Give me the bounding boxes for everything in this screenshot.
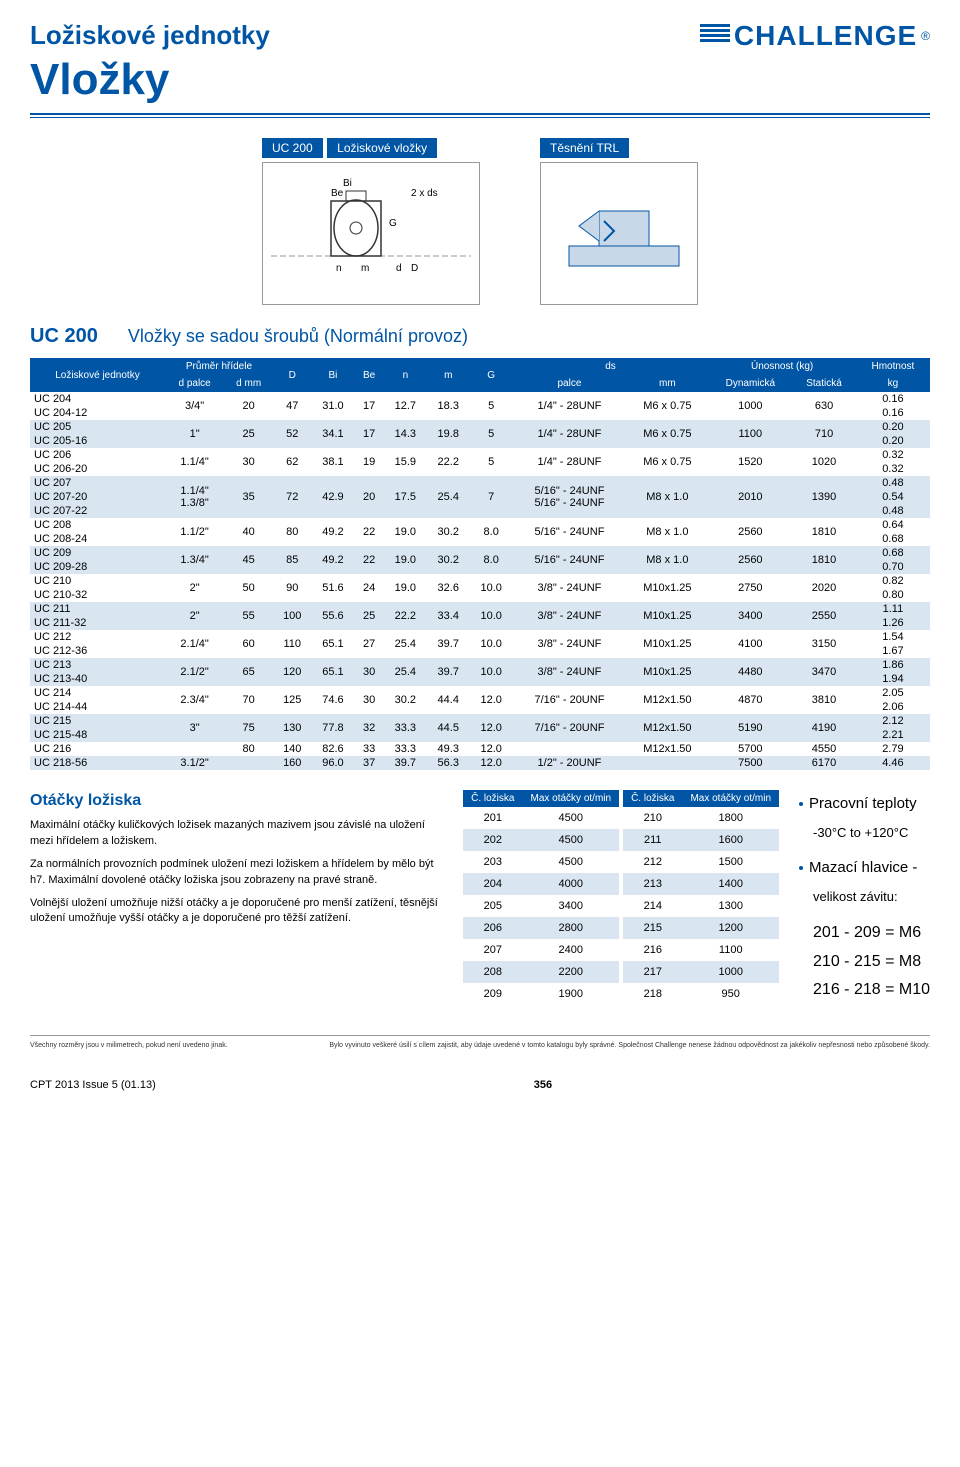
diagram1-label: Ložiskové vložky <box>327 138 437 158</box>
info-p3: Volnější uložení umožňuje nižší otáčky a… <box>30 896 443 927</box>
diagram2-label: Těsnění TRL <box>540 138 629 158</box>
svg-text:G: G <box>389 218 397 229</box>
table-desc: Vložky se sadou šroubů (Normální provoz) <box>128 326 468 347</box>
svg-text:2 x ds: 2 x ds <box>411 188 438 199</box>
info-heading: Otáčky ložiska <box>30 790 443 812</box>
svg-text:n: n <box>336 263 342 274</box>
main-table: Ložiskové jednotky Průměr hřídele D Bi B… <box>30 358 930 770</box>
info-p1: Maximální otáčky kuličkových ložisek maz… <box>30 818 443 849</box>
diagram1-code: UC 200 <box>262 138 323 158</box>
footer-disclaimer: Všechny rozměry jsou v milimetrech, poku… <box>30 1042 930 1049</box>
logo-icon <box>700 24 730 48</box>
rpm-tables: Č. ložiskaMax otáčky ot/min2014500202450… <box>463 790 779 1005</box>
page-header: Ložiskové jednotky Vložky CHALLENGE ® <box>30 20 930 105</box>
bearing-diagram: Bi Be 2 x ds G n m d D <box>262 162 480 305</box>
svg-text:Be: Be <box>331 188 344 199</box>
page-title: Vložky <box>30 55 270 105</box>
info-right: Pracovní teploty -30°C to +120°C Mazací … <box>799 790 930 1005</box>
page-footer: CPT 2013 Issue 5 (01.13) 356 <box>30 1079 930 1091</box>
svg-text:D: D <box>411 263 418 274</box>
svg-text:Bi: Bi <box>343 178 352 189</box>
diagrams-row: UC 200 Ložiskové vložky Bi Be 2 x ds G n… <box>30 138 930 305</box>
seal-diagram <box>540 162 698 305</box>
svg-text:m: m <box>361 263 369 274</box>
info-p2: Za normálních provozních podmínek uložen… <box>30 857 443 888</box>
brand-text: CHALLENGE <box>734 20 917 52</box>
info-section: Otáčky ložiska Maximální otáčky kuličkov… <box>30 790 930 1005</box>
brand-logo: CHALLENGE ® <box>700 20 930 52</box>
table-code: UC 200 <box>30 325 98 348</box>
table-title: UC 200 Vložky se sadou šroubů (Normální … <box>30 325 930 348</box>
section-title: Ložiskové jednotky <box>30 20 270 51</box>
svg-text:d: d <box>396 263 402 274</box>
